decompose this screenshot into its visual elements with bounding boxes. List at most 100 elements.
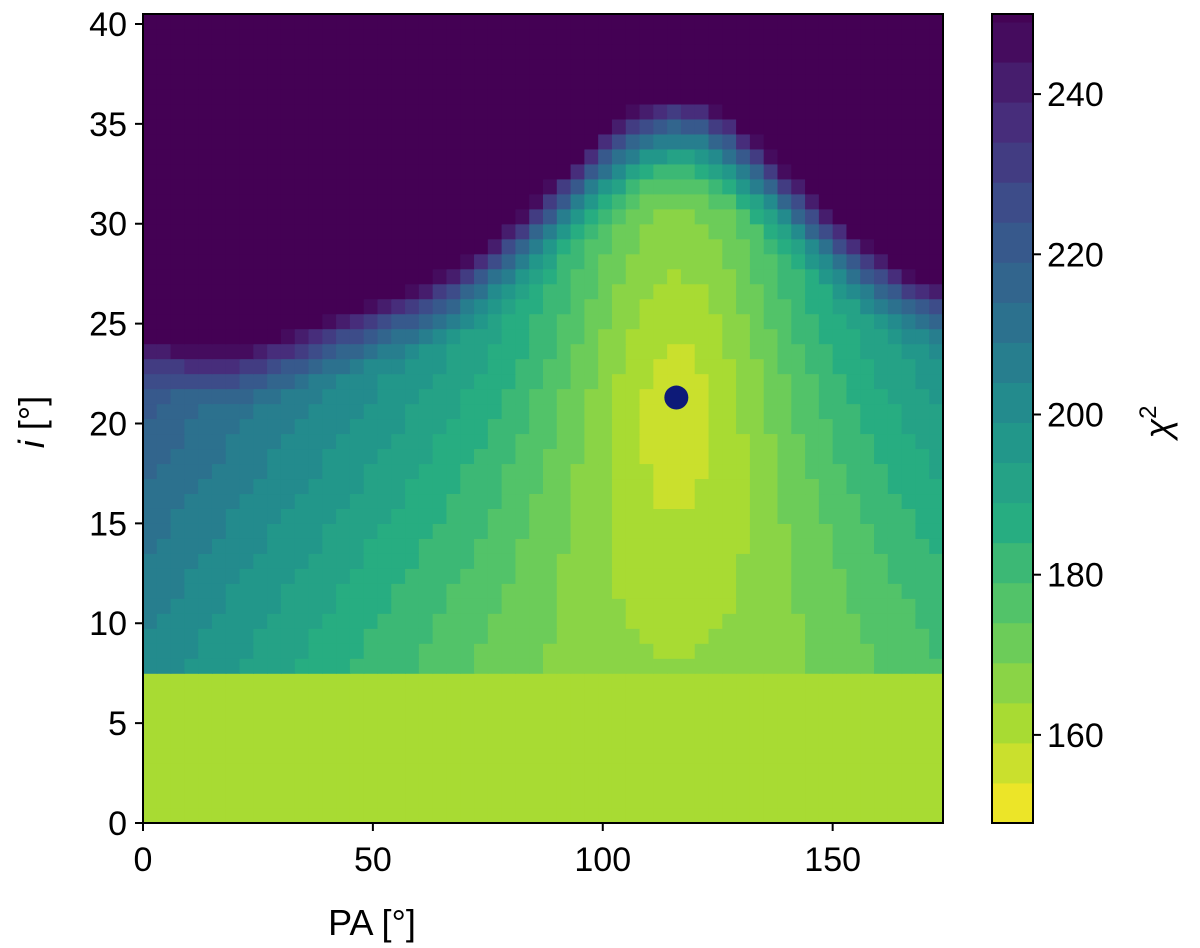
heatmap-cell — [487, 163, 503, 180]
heatmap-cell — [239, 148, 254, 165]
heatmap-cell — [363, 688, 379, 704]
heatmap-cell — [570, 673, 585, 689]
heatmap-cell — [846, 748, 861, 764]
heatmap-cell — [901, 283, 917, 300]
heatmap-cell — [763, 28, 779, 45]
heatmap-cell — [239, 43, 254, 60]
heatmap-cell — [639, 763, 654, 779]
heatmap-cell — [432, 328, 448, 345]
heatmap-cell — [846, 493, 861, 509]
heatmap-cell — [253, 88, 268, 105]
heatmap-cell — [501, 313, 517, 330]
heatmap-cell — [515, 463, 530, 480]
heatmap-cell — [736, 448, 751, 465]
heatmap-cell — [198, 283, 213, 300]
heatmap-cell — [170, 358, 185, 375]
heatmap-cell — [363, 208, 379, 225]
heatmap-cell — [887, 763, 903, 779]
heatmap-cell — [805, 268, 820, 285]
heatmap-cell — [736, 568, 751, 584]
heatmap-cell — [694, 658, 710, 674]
heatmap-cell — [225, 778, 241, 794]
heatmap-cell — [253, 463, 268, 480]
heatmap-cell — [749, 388, 765, 405]
heatmap-cell — [805, 493, 820, 509]
heatmap-cell — [763, 598, 779, 614]
heatmap-cell — [446, 313, 461, 330]
heatmap-cell — [294, 373, 310, 390]
heatmap-cell — [432, 14, 448, 30]
heatmap-cell — [460, 283, 475, 300]
heatmap-cell — [349, 253, 365, 270]
heatmap-cell — [474, 388, 489, 405]
heatmap-cell — [501, 133, 517, 150]
heatmap-cell — [818, 463, 834, 480]
heatmap-cell — [777, 103, 792, 120]
heatmap-cell — [211, 313, 227, 330]
heatmap-cell — [653, 343, 668, 360]
heatmap-cell — [391, 73, 406, 90]
heatmap-cell — [267, 553, 282, 569]
heatmap-cell — [680, 14, 696, 30]
heatmap-cell — [680, 478, 696, 495]
heatmap-cell — [805, 598, 820, 614]
heatmap-cell — [267, 58, 282, 75]
heatmap-cell — [818, 178, 834, 195]
heatmap-cell — [405, 658, 420, 674]
heatmap-cell — [818, 763, 834, 779]
heatmap-cell — [405, 238, 420, 255]
colorbar-label-superscript: 2 — [1135, 405, 1162, 418]
heatmap-cell — [874, 253, 889, 270]
heatmap-cell — [915, 403, 930, 420]
heatmap-cell — [267, 508, 282, 524]
heatmap-cell — [336, 193, 351, 210]
heatmap-cell — [736, 673, 751, 689]
heatmap-cell — [280, 178, 296, 195]
heatmap-cell — [377, 163, 392, 180]
heatmap-cell — [570, 193, 585, 210]
heatmap-cell — [667, 703, 682, 719]
heatmap-cell — [211, 14, 227, 30]
heatmap-cell — [667, 163, 682, 180]
heatmap-cell — [391, 268, 406, 285]
heatmap-cell — [405, 808, 420, 824]
heatmap-cell — [184, 193, 199, 210]
heatmap-cell — [570, 793, 585, 809]
heatmap-cell — [901, 658, 917, 674]
heatmap-cell — [543, 673, 558, 689]
heatmap-cell — [156, 463, 172, 480]
heatmap-cell — [418, 718, 434, 734]
heatmap-cell — [639, 388, 654, 405]
heatmap-cell — [391, 703, 406, 719]
heatmap-cell — [460, 253, 475, 270]
heatmap-cell — [225, 328, 241, 345]
heatmap-cell — [611, 538, 627, 554]
heatmap-cell — [736, 463, 751, 480]
heatmap-cell — [805, 253, 820, 270]
heatmap-cell — [170, 628, 185, 644]
heatmap-cell — [915, 583, 930, 599]
heatmap-cell — [805, 403, 820, 420]
heatmap-cell — [377, 448, 392, 465]
heatmap-cell — [267, 778, 282, 794]
heatmap-cell — [639, 268, 654, 285]
heatmap-cell — [791, 58, 806, 75]
heatmap-cell — [515, 553, 530, 569]
heatmap-cell — [460, 733, 475, 749]
heatmap-cell — [446, 688, 461, 704]
heatmap-cell — [901, 793, 917, 809]
heatmap-cell — [363, 118, 379, 135]
heatmap-cell — [198, 14, 213, 30]
heatmap-cell — [156, 133, 172, 150]
heatmap-cell — [791, 403, 806, 420]
heatmap-cell — [556, 73, 572, 90]
heatmap-cell — [556, 418, 572, 435]
heatmap-cell — [322, 598, 337, 614]
heatmap-cell — [887, 628, 903, 644]
heatmap-cell — [322, 808, 337, 824]
heatmap-cell — [198, 583, 213, 599]
heatmap-cell — [294, 14, 310, 30]
heatmap-cell — [156, 118, 172, 135]
heatmap-cell — [611, 178, 627, 195]
heatmap-cell — [832, 313, 848, 330]
